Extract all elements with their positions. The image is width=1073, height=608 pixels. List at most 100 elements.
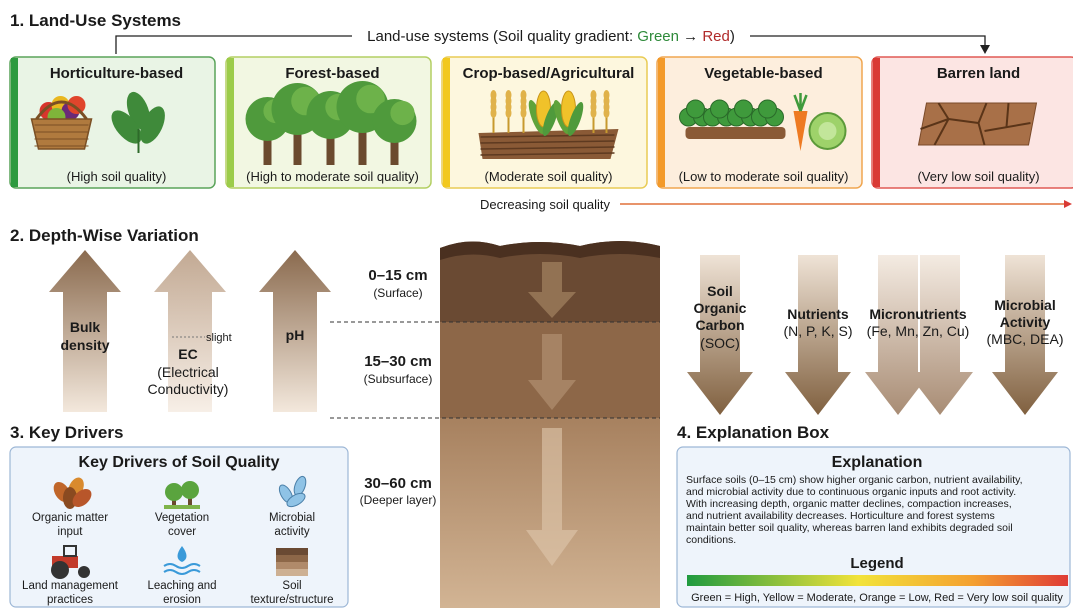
property-detail: (Electrical xyxy=(157,364,218,380)
explanation-line: maintain better soil quality, whereas ba… xyxy=(686,522,1013,534)
card-title: Horticulture-based xyxy=(50,65,183,82)
canopy xyxy=(181,481,199,499)
gradient-label-part: Green xyxy=(637,28,679,45)
card-caption: (Very low soil quality) xyxy=(917,169,1039,184)
property-name: Carbon xyxy=(696,317,745,333)
property-name: Microbial xyxy=(994,297,1055,313)
explanation-line: Surface soils (0–15 cm) show higher orga… xyxy=(686,474,1023,486)
cabbage-inner xyxy=(819,122,837,140)
property-detail: (SOC) xyxy=(700,335,740,351)
arrow-head xyxy=(980,45,990,54)
soil-layer xyxy=(276,562,308,569)
section-heading: 2. Depth-Wise Variation xyxy=(10,226,199,245)
property-name: density xyxy=(60,337,109,353)
card-title: Forest-based xyxy=(285,65,379,82)
bracket-line xyxy=(116,36,352,54)
explanation-line: With increasing depth, organic matter de… xyxy=(686,498,1012,510)
ground xyxy=(164,505,200,509)
driver-label: practices xyxy=(47,594,93,606)
property-detail: (Fe, Mn, Zn, Cu) xyxy=(867,323,970,339)
driver-label: activity xyxy=(274,526,309,538)
layer-label: (Surface) xyxy=(373,286,422,300)
property-note: slight xyxy=(206,332,232,344)
gradient-label-part: → xyxy=(679,28,702,45)
gradient-label-part: ) xyxy=(730,28,735,45)
canopy xyxy=(165,483,183,501)
grain xyxy=(521,108,527,118)
property-name: Bulk xyxy=(70,319,101,335)
driver-label: Leaching and xyxy=(147,580,216,592)
box-title: Explanation xyxy=(832,454,923,471)
property-name: Organic xyxy=(694,300,747,316)
driver-label: Organic matter xyxy=(32,512,108,524)
trend-label: Decreasing soil quality xyxy=(480,197,611,212)
section-heading: 3. Key Drivers xyxy=(10,423,123,442)
soil-layer xyxy=(276,555,308,562)
gradient-label: Land-use systems (Soil quality gradient:… xyxy=(367,28,735,45)
layer-label: (Deeper layer) xyxy=(360,493,437,507)
soil-layer xyxy=(276,569,308,576)
driver-label: texture/structure xyxy=(250,594,333,606)
card-strip xyxy=(658,58,665,187)
lettuce-leaf xyxy=(711,100,729,118)
section-heading: 4. Explanation Box xyxy=(677,423,830,442)
legend-title: Legend xyxy=(850,555,903,572)
card-caption: (High to moderate soil quality) xyxy=(246,169,419,184)
wheel xyxy=(78,566,90,578)
driver-label: Microbial xyxy=(269,512,315,524)
explanation-line: and microbial activity due to continuous… xyxy=(686,486,1016,498)
bracket-line xyxy=(750,36,985,46)
driver-label: Land management xyxy=(22,580,119,592)
card-title: Crop-based/Agricultural xyxy=(463,65,635,82)
grain xyxy=(591,108,597,118)
layer-label: (Subsurface) xyxy=(364,372,433,386)
lettuce-leaf xyxy=(759,100,777,118)
grain xyxy=(491,108,497,118)
explanation-line: conditions. xyxy=(686,534,736,546)
explanation-line: and nutrient availability decreases. Hor… xyxy=(686,510,995,522)
soil-layer xyxy=(276,548,308,555)
layer-depth: 0–15 cm xyxy=(368,267,427,284)
canopy xyxy=(390,101,414,125)
driver-label: cover xyxy=(168,526,196,538)
card-title: Barren land xyxy=(937,65,1020,82)
layer-depth: 15–30 cm xyxy=(364,353,432,370)
driver-label: Vegetation xyxy=(155,512,209,524)
wheel xyxy=(51,561,69,579)
section-heading: 1. Land-Use Systems xyxy=(10,11,181,30)
property-name: pH xyxy=(286,327,305,343)
box-title: Key Drivers of Soil Quality xyxy=(79,454,280,471)
legend-caption: Green = High, Yellow = Moderate, Orange … xyxy=(691,592,1063,604)
grain xyxy=(604,108,610,118)
card-strip xyxy=(11,58,18,187)
lettuce-leaf xyxy=(735,100,753,118)
card-strip xyxy=(873,58,880,187)
infographic: 1. Land-Use Systems Land-use systems (Soi… xyxy=(0,0,1073,608)
driver-label: input xyxy=(58,526,84,538)
property-name: Micronutrients xyxy=(869,306,966,322)
property-name: EC xyxy=(178,346,197,362)
card-strip xyxy=(443,58,450,187)
property-name: Activity xyxy=(1000,314,1051,330)
soil-row xyxy=(686,127,786,139)
property-detail: (N, P, K, S) xyxy=(784,323,853,339)
property-detail: (MBC, DEA) xyxy=(987,331,1064,347)
card-caption: (High soil quality) xyxy=(67,169,167,184)
arrow-head xyxy=(1064,200,1072,208)
property-detail: Conductivity) xyxy=(148,381,229,397)
property-name: Soil xyxy=(707,283,733,299)
card-title: Vegetable-based xyxy=(704,65,822,82)
gradient-label-part: Red xyxy=(702,28,730,45)
layer-depth: 30–60 cm xyxy=(364,475,432,492)
gradient-label-part: Land-use systems (Soil quality gradient: xyxy=(367,28,637,45)
basket xyxy=(32,119,92,149)
driver-label: erosion xyxy=(163,594,201,606)
grain xyxy=(506,108,512,118)
legend-gradient xyxy=(687,575,1068,586)
card-caption: (Low to moderate soil quality) xyxy=(679,169,849,184)
lettuce-leaf xyxy=(687,100,705,118)
driver-label: Soil xyxy=(282,580,301,592)
card-caption: (Moderate soil quality) xyxy=(485,169,613,184)
card-strip xyxy=(227,58,234,187)
property-name: Nutrients xyxy=(787,306,849,322)
